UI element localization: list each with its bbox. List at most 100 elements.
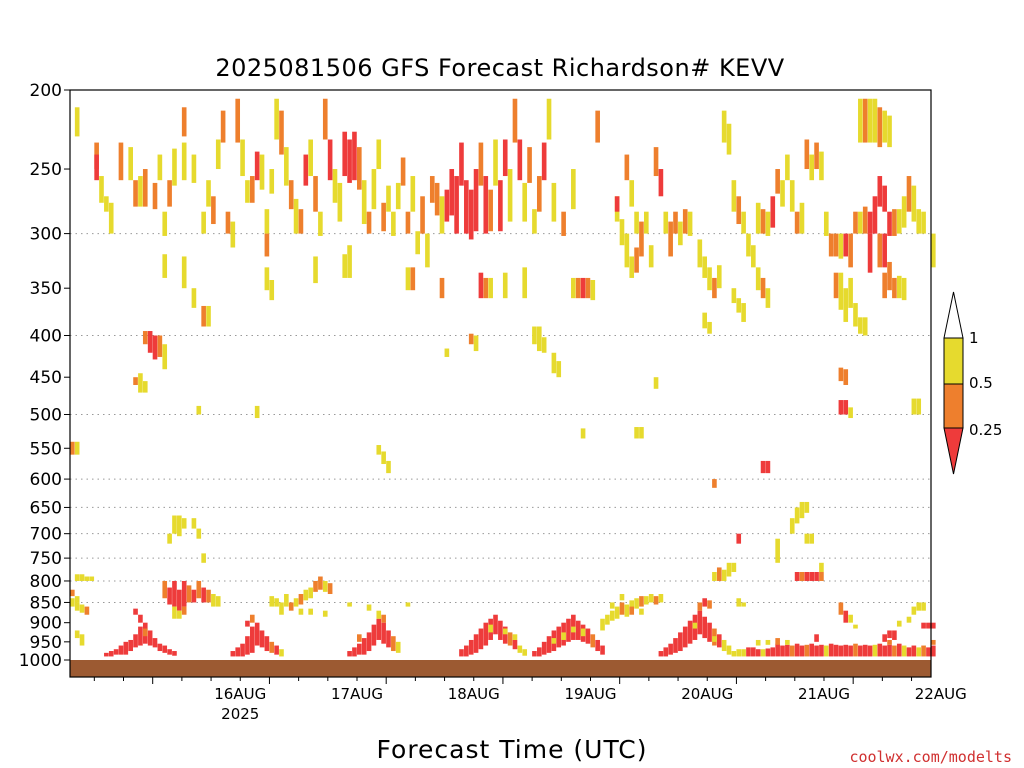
ri-cell-60 bbox=[395, 182, 401, 210]
ri-cell-53 bbox=[361, 180, 367, 225]
ri-cell-165 bbox=[746, 233, 751, 257]
ri-cell-313 bbox=[235, 647, 241, 657]
ri-cell-283 bbox=[157, 643, 163, 652]
ri-cell-462 bbox=[843, 644, 849, 657]
ri-cell-256 bbox=[74, 441, 80, 455]
ri-cell-477 bbox=[916, 647, 922, 657]
ri-cell-413 bbox=[668, 643, 673, 655]
ri-cell-262 bbox=[79, 574, 85, 581]
legend-label-0: 1 bbox=[969, 329, 979, 347]
ri-cell-40 bbox=[298, 209, 304, 234]
ri-cell-331 bbox=[298, 594, 304, 605]
ri-cell-87 bbox=[527, 147, 532, 183]
ri-cell-500 bbox=[814, 634, 819, 642]
ri-cell-132 bbox=[585, 277, 591, 299]
ri-cell-246 bbox=[634, 427, 639, 439]
ri-cell-472 bbox=[892, 645, 897, 657]
ri-cell-496 bbox=[755, 639, 761, 646]
ri-cell-501 bbox=[789, 518, 795, 534]
ri-cell-463 bbox=[848, 645, 853, 657]
ri-cell-451 bbox=[789, 645, 795, 657]
ri-cell-432 bbox=[716, 567, 722, 581]
ri-cell-34 bbox=[269, 169, 275, 194]
ri-cell-33 bbox=[264, 233, 270, 257]
ri-cell-48 bbox=[337, 182, 343, 222]
ri-cell-160 bbox=[721, 110, 727, 143]
ri-cell-277 bbox=[128, 639, 133, 652]
ri-cell-146 bbox=[673, 211, 678, 234]
ri-cell-167 bbox=[755, 267, 761, 291]
ri-cell-473 bbox=[896, 643, 902, 657]
ri-cell-295 bbox=[186, 585, 192, 603]
ri-cell-347 bbox=[376, 618, 382, 640]
ri-cell-171 bbox=[736, 298, 742, 313]
ri-cell-350 bbox=[391, 636, 396, 652]
ri-cell-415 bbox=[678, 632, 683, 652]
ri-cell-394 bbox=[600, 618, 605, 631]
ri-cell-265 bbox=[74, 602, 80, 611]
ri-cell-332 bbox=[303, 589, 309, 601]
ri-cell-416 bbox=[682, 626, 688, 648]
ri-cell-78 bbox=[483, 176, 489, 234]
ri-cell-480 bbox=[931, 645, 936, 657]
ri-cell-156 bbox=[702, 256, 707, 278]
ri-cell-8 bbox=[133, 180, 138, 207]
ri-cell-101 bbox=[473, 335, 479, 352]
ri-cell-37 bbox=[284, 147, 289, 186]
ri-cell-5 bbox=[108, 202, 114, 234]
ri-cell-154 bbox=[634, 247, 639, 273]
legend-triangle-top bbox=[943, 291, 964, 339]
ri-cell-68 bbox=[434, 182, 440, 216]
legend-swatch-0 bbox=[943, 337, 964, 385]
ri-cell-26 bbox=[235, 98, 241, 143]
ri-cell-237 bbox=[931, 233, 936, 268]
ri-cell-77 bbox=[478, 142, 484, 186]
ri-cell-38 bbox=[288, 180, 294, 210]
ri-cell-366 bbox=[498, 620, 503, 640]
ri-cell-454 bbox=[804, 644, 810, 657]
ri-cell-235 bbox=[843, 400, 849, 415]
ri-cell-312 bbox=[230, 651, 236, 657]
ri-cell-445 bbox=[760, 649, 766, 657]
ri-cell-410 bbox=[639, 608, 644, 615]
ri-cell-83 bbox=[507, 169, 513, 222]
ri-cell-215 bbox=[882, 110, 887, 143]
ri-cell-35 bbox=[274, 98, 279, 140]
ri-cell-521 bbox=[906, 616, 912, 623]
ri-cell-479 bbox=[926, 647, 931, 657]
ri-cell-64 bbox=[415, 231, 420, 255]
ri-cell-86 bbox=[522, 182, 528, 222]
ri-cell-436 bbox=[736, 533, 742, 544]
ri-cell-118 bbox=[269, 280, 275, 301]
ri-cell-315 bbox=[245, 636, 250, 655]
ri-cell-268 bbox=[79, 634, 85, 646]
ri-cell-398 bbox=[619, 602, 625, 615]
ri-cell-0 bbox=[74, 107, 80, 137]
ri-cell-324 bbox=[245, 620, 250, 627]
ri-cell-337 bbox=[327, 583, 333, 595]
ri-cell-450 bbox=[785, 644, 790, 657]
ri-cell-188 bbox=[819, 151, 824, 181]
ri-cell-151 bbox=[619, 219, 625, 246]
ri-cell-162 bbox=[731, 180, 737, 212]
ri-cell-210 bbox=[858, 98, 863, 143]
ri-cell-458 bbox=[823, 645, 829, 657]
ri-cell-351 bbox=[395, 641, 401, 653]
ri-cell-98 bbox=[488, 277, 493, 299]
ri-cell-114 bbox=[191, 288, 197, 308]
legend-label-2: 0.25 bbox=[969, 421, 1002, 439]
ri-cell-380 bbox=[556, 626, 562, 648]
ri-cell-371 bbox=[522, 649, 528, 656]
credit-text: coolwx.com/modelts bbox=[849, 748, 1012, 766]
ri-cell-12 bbox=[157, 154, 163, 181]
ri-cell-263 bbox=[84, 576, 90, 581]
ri-cell-388 bbox=[595, 639, 600, 652]
ri-cell-73 bbox=[459, 142, 464, 186]
ri-cell-51 bbox=[352, 131, 357, 181]
ri-cell-15 bbox=[172, 148, 177, 186]
ri-cell-226 bbox=[838, 272, 844, 310]
ri-cell-24 bbox=[225, 211, 231, 234]
ri-cell-427 bbox=[702, 598, 707, 607]
ri-cell-513 bbox=[819, 562, 824, 573]
ri-cell-144 bbox=[663, 211, 669, 234]
